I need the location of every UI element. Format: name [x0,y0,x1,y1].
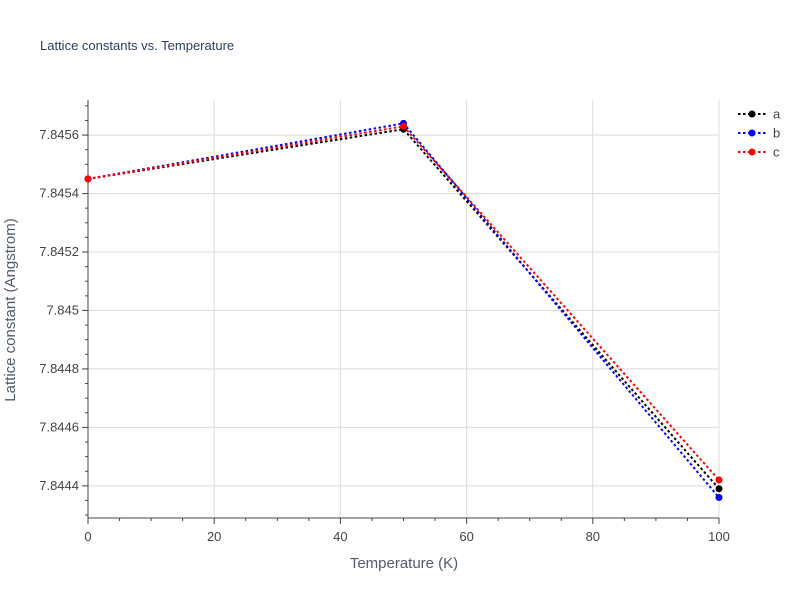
y-tick-label: 7.8444 [39,478,79,493]
y-tick-label: 7.8454 [39,186,79,201]
x-tick-label: 20 [207,529,221,544]
legend-item-a[interactable]: a [738,107,781,122]
legend-label: a [773,107,781,122]
y-tick-label: 7.8452 [39,244,79,259]
y-tick-label: 7.8448 [39,361,79,376]
legend-swatch-marker [748,148,756,156]
x-tick-label: 100 [708,529,730,544]
series-group [84,119,723,502]
legend-label: c [773,145,780,160]
y-tick-label: 7.845 [46,302,79,317]
data-point-c[interactable] [84,175,92,183]
data-point-c[interactable] [400,122,407,130]
x-tick-label: 80 [586,529,600,544]
x-tick-label: 0 [84,529,91,544]
x-tick-label: 60 [459,529,473,544]
legend-label: b [773,126,780,141]
grid-lines [88,100,720,518]
y-tick-label: 7.8446 [39,419,79,434]
x-axis-title: Temperature (K) [350,555,458,572]
legend[interactable]: abc [738,107,781,160]
data-point-b[interactable] [715,494,723,502]
chart-title: Lattice constants vs. Temperature [40,38,234,53]
series-line-c [87,125,720,481]
series-c [84,122,723,484]
y-axis-title: Lattice constant (Angstrom) [2,218,19,401]
data-point-c[interactable] [715,476,723,484]
legend-swatch-marker [748,129,756,137]
x-tick-label: 40 [333,529,347,544]
data-point-a[interactable] [715,485,723,493]
legend-item-b[interactable]: b [738,126,780,141]
y-tick-label: 7.8456 [39,127,79,142]
axes: 0 20 40 60 80 100 7.8444 7.8446 7.8448 7.845 7.845… [39,100,730,544]
legend-swatch-marker [748,110,756,118]
legend-item-c[interactable]: c [738,145,780,160]
